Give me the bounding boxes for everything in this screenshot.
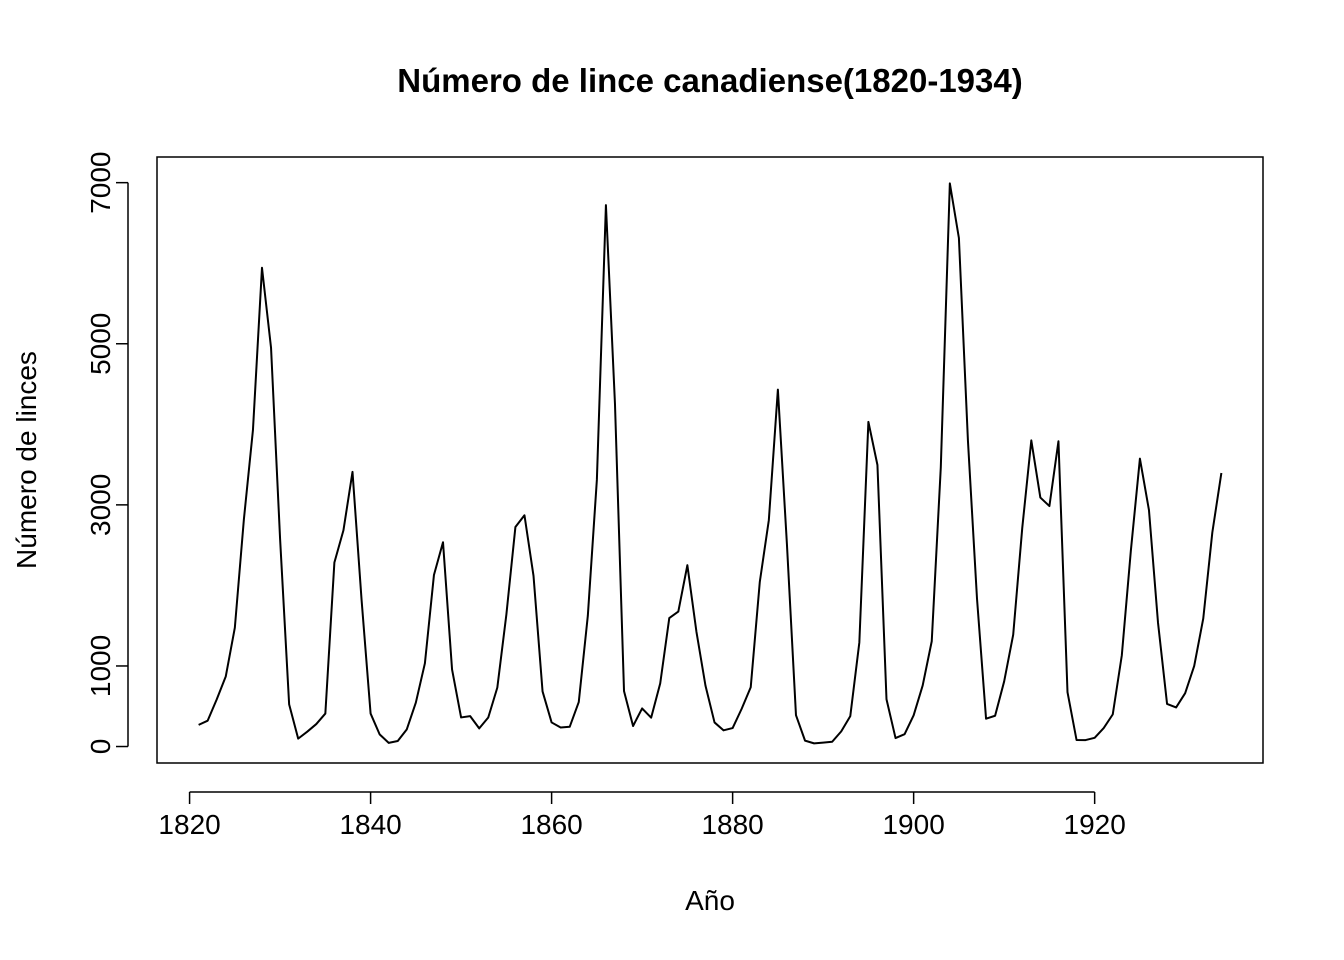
x-axis: 1820 1840 1860 1880 1900 1920 xyxy=(158,791,1126,840)
chart-title: Número de lince canadiense(1820-1934) xyxy=(397,62,1022,99)
series-line xyxy=(198,182,1223,745)
y-tick-label: 5000 xyxy=(85,313,116,375)
plot-frame xyxy=(156,156,1264,764)
x-tick-label: 1880 xyxy=(701,809,763,840)
y-tick-label: 0 xyxy=(85,739,116,755)
x-axis-label: Año xyxy=(685,885,735,916)
y-tick-label: 7000 xyxy=(85,152,116,214)
x-tick-label: 1900 xyxy=(882,809,944,840)
y-tick-label: 1000 xyxy=(85,635,116,697)
x-tick-label: 1920 xyxy=(1064,809,1126,840)
x-tick-label: 1840 xyxy=(339,809,401,840)
x-tick-label: 1860 xyxy=(520,809,582,840)
y-axis-label: Número de linces xyxy=(11,351,42,569)
y-tick-label: 3000 xyxy=(85,474,116,536)
y-axis: 0 1000 3000 5000 7000 xyxy=(85,152,129,755)
x-tick-label: 1820 xyxy=(158,809,220,840)
